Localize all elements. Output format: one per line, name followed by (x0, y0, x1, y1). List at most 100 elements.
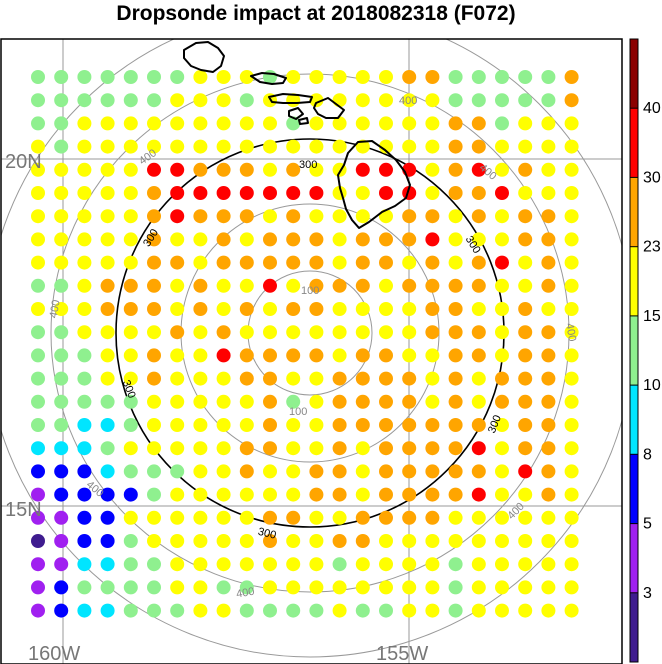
dropsonde-point (77, 232, 92, 247)
dropsonde-point (332, 139, 347, 154)
dropsonde-point (54, 186, 69, 200)
oahu-island (250, 72, 287, 85)
dropsonde-point (54, 510, 69, 525)
dropsonde-point (495, 302, 509, 316)
dropsonde-point (54, 441, 69, 456)
dropsonde-point (379, 510, 393, 525)
dropsonde-point (31, 162, 45, 177)
dropsonde-point (123, 464, 138, 479)
dropsonde-point (518, 162, 533, 177)
dropsonde-point (123, 510, 138, 525)
dropsonde-point (193, 70, 208, 84)
dropsonde-point (100, 557, 115, 572)
dropsonde-point (471, 464, 486, 479)
dropsonde-point (332, 93, 347, 108)
dropsonde-point (193, 278, 208, 293)
dropsonde-point (518, 139, 533, 154)
dropsonde-point (31, 510, 45, 525)
dropsonde-point (239, 209, 254, 224)
dropsonde-point (170, 603, 185, 618)
dropsonde-point (564, 70, 579, 84)
dropsonde-point (147, 557, 161, 572)
dropsonde-point (77, 510, 92, 525)
dropsonde-point (541, 371, 556, 386)
dropsonde-point (286, 464, 301, 479)
dropsonde-point (170, 371, 185, 386)
dropsonde-point (402, 278, 417, 293)
dropsonde-point (31, 464, 45, 479)
dropsonde-point (147, 162, 161, 177)
dropsonde-point (495, 371, 509, 386)
dropsonde-point (379, 325, 393, 340)
dropsonde-point (402, 394, 417, 409)
dropsonde-point (402, 487, 417, 502)
dropsonde-point (54, 580, 69, 595)
dropsonde-point (309, 302, 324, 316)
dropsonde-point (216, 325, 231, 340)
dropsonde-point (402, 232, 417, 247)
dropsonde-point (54, 139, 69, 154)
dropsonde-point (123, 441, 138, 456)
dropsonde-point (541, 348, 556, 363)
dropsonde-point (147, 93, 161, 108)
dropsonde-point (425, 186, 440, 200)
dropsonde-point (170, 534, 185, 548)
dropsonde-point (263, 232, 277, 247)
dropsonde-point (495, 394, 509, 409)
dropsonde-point (286, 487, 301, 502)
dropsonde-point (147, 464, 161, 479)
dropsonde-point (263, 394, 277, 409)
dropsonde-point (170, 348, 185, 363)
colorbar-tick-label: 5 (643, 516, 652, 533)
dropsonde-point (77, 209, 92, 224)
dropsonde-point (216, 139, 231, 154)
dropsonde-point (564, 603, 579, 618)
dropsonde-point (147, 325, 161, 340)
dropsonde-point (471, 278, 486, 293)
dropsonde-point (355, 464, 370, 479)
dropsonde-point (471, 348, 486, 363)
dropsonde-point (263, 116, 277, 131)
dropsonde-point (495, 139, 509, 154)
dropsonde-point (123, 580, 138, 595)
dropsonde-point (448, 603, 463, 618)
dropsonde-point (355, 116, 370, 131)
dropsonde-point (495, 418, 509, 432)
ring-label-100-bottom: 100 (289, 406, 307, 418)
dropsonde-point (309, 394, 324, 409)
dropsonde-point (425, 139, 440, 154)
dropsonde-point (263, 139, 277, 154)
dropsonde-point (31, 116, 45, 131)
dropsonde-point (286, 580, 301, 595)
ring-label-400-bottom: 400 (235, 586, 255, 601)
dropsonde-point (216, 348, 231, 363)
dropsonde-point (54, 116, 69, 131)
dropsonde-point (471, 394, 486, 409)
dropsonde-point (309, 232, 324, 247)
dropsonde-point (518, 418, 533, 432)
dropsonde-point (147, 371, 161, 386)
dropsonde-point (471, 162, 486, 177)
dropsonde-point (147, 441, 161, 456)
dropsonde-point (77, 557, 92, 572)
lon-label-155w: 155W (376, 643, 428, 664)
dropsonde-point (518, 603, 533, 618)
dropsonde-point (309, 487, 324, 502)
dropsonde-point (100, 116, 115, 131)
dropsonde-point (123, 394, 138, 409)
dropsonde-point (518, 278, 533, 293)
dropsonde-point (564, 418, 579, 432)
dropsonde-point (123, 348, 138, 363)
dropsonde-point (471, 70, 486, 84)
dropsonde-point (170, 580, 185, 595)
dropsonde-point (471, 302, 486, 316)
map-frame (0, 38, 623, 664)
dropsonde-point (193, 139, 208, 154)
dropsonde-point (518, 441, 533, 456)
dropsonde-point (263, 580, 277, 595)
dropsonde-point (123, 534, 138, 548)
dropsonde-point (402, 557, 417, 572)
molokai-island (268, 93, 313, 104)
dropsonde-point (239, 580, 254, 595)
dropsonde-point (332, 348, 347, 363)
